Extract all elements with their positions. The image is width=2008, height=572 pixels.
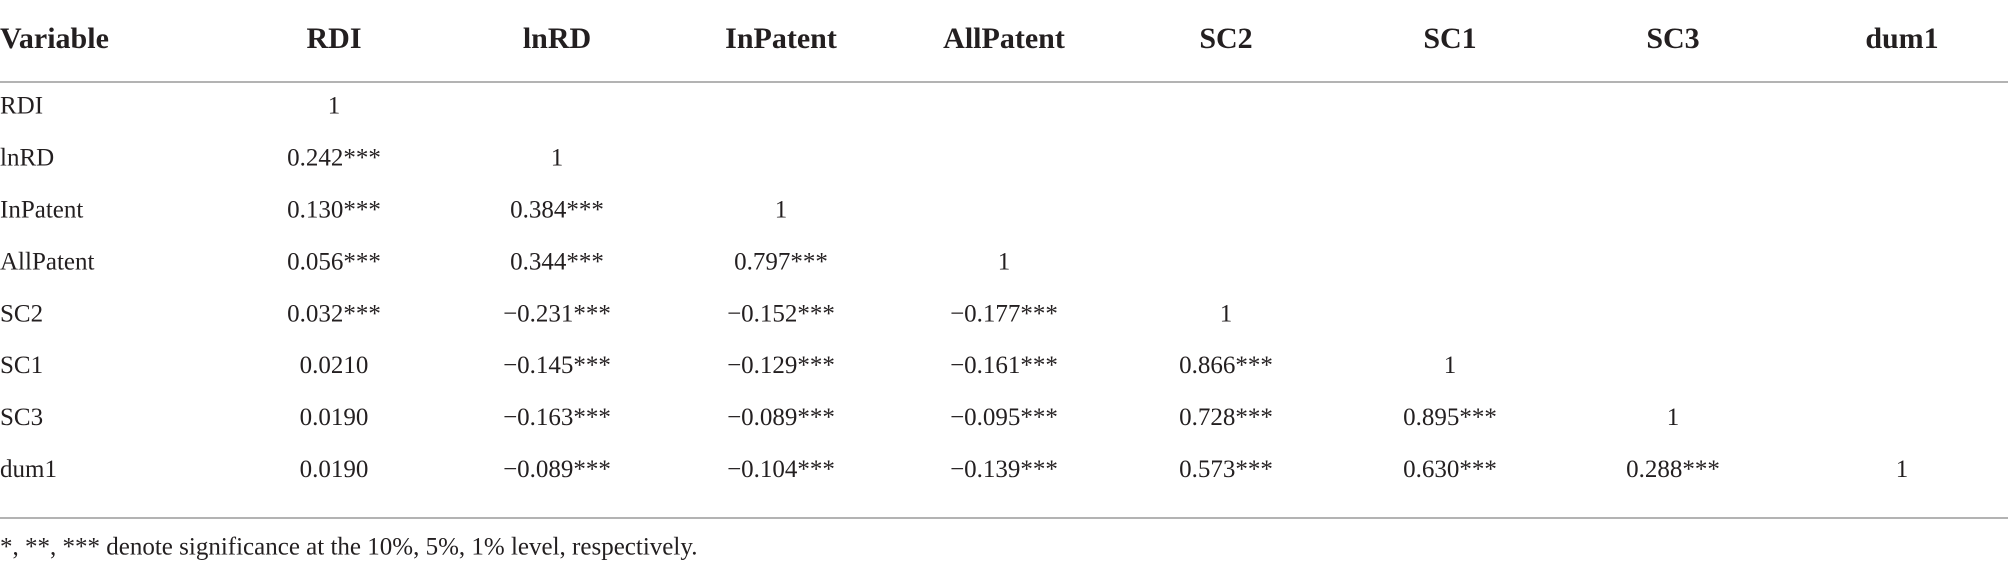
row-label: SC1 [0, 352, 43, 379]
table-cell: 1 [551, 145, 564, 172]
column-header: AllPatent [943, 22, 1065, 55]
table-cell: −0.163*** [503, 404, 611, 431]
table-cell: 1 [998, 248, 1011, 275]
table-cell: 0.630*** [1403, 456, 1497, 483]
table-cell: 1 [1220, 300, 1233, 327]
table-cell: 0.0190 [300, 404, 369, 431]
table-cell: 0.344*** [510, 248, 604, 275]
row-label: InPatent [0, 197, 83, 224]
table-cell: 1 [775, 197, 788, 224]
table-cell: 1 [1667, 404, 1680, 431]
table-cell: 0.797*** [734, 248, 828, 275]
table-cell: 1 [1896, 456, 1909, 483]
column-header: Variable [0, 22, 109, 55]
table-cell: −0.139*** [950, 456, 1058, 483]
table-cell: 0.573*** [1179, 456, 1273, 483]
table-cell: −0.152*** [727, 300, 835, 327]
table-cell: −0.145*** [503, 352, 611, 379]
column-header: SC3 [1646, 22, 1699, 55]
row-label: dum1 [0, 456, 57, 483]
table-cell: −0.089*** [503, 456, 611, 483]
table-cell: 0.866*** [1179, 352, 1273, 379]
column-header: SC2 [1199, 22, 1252, 55]
column-header: dum1 [1865, 22, 1938, 55]
table-cell: −0.089*** [727, 404, 835, 431]
row-label: lnRD [0, 145, 54, 172]
column-header: RDI [306, 22, 361, 55]
column-header: InPatent [725, 22, 837, 55]
table-cell: −0.161*** [950, 352, 1058, 379]
table-cell: 0.384*** [510, 197, 604, 224]
row-label: SC2 [0, 300, 43, 327]
row-label: RDI [0, 93, 43, 120]
table-cell: −0.095*** [950, 404, 1058, 431]
column-header: lnRD [523, 22, 591, 55]
row-label: SC3 [0, 404, 43, 431]
table-cell: 0.242*** [287, 145, 381, 172]
table-cell: 0.130*** [287, 197, 381, 224]
table-cell: −0.129*** [727, 352, 835, 379]
table-cell: 0.0190 [300, 456, 369, 483]
column-header: SC1 [1423, 22, 1476, 55]
row-label: AllPatent [0, 248, 94, 275]
table-cell: 0.056*** [287, 248, 381, 275]
table-cell: 0.0210 [300, 352, 369, 379]
footnote: *, **, *** denote significance at the 10… [0, 534, 697, 561]
table-cell: −0.231*** [503, 300, 611, 327]
table-cell: −0.177*** [950, 300, 1058, 327]
table-cell: 1 [1444, 352, 1457, 379]
table-cell: 0.032*** [287, 300, 381, 327]
table-cell: 1 [328, 93, 341, 120]
table-cell: 0.728*** [1179, 404, 1273, 431]
table-cell: 0.288*** [1626, 456, 1720, 483]
table-cell: −0.104*** [727, 456, 835, 483]
table-cell: 0.895*** [1403, 404, 1497, 431]
